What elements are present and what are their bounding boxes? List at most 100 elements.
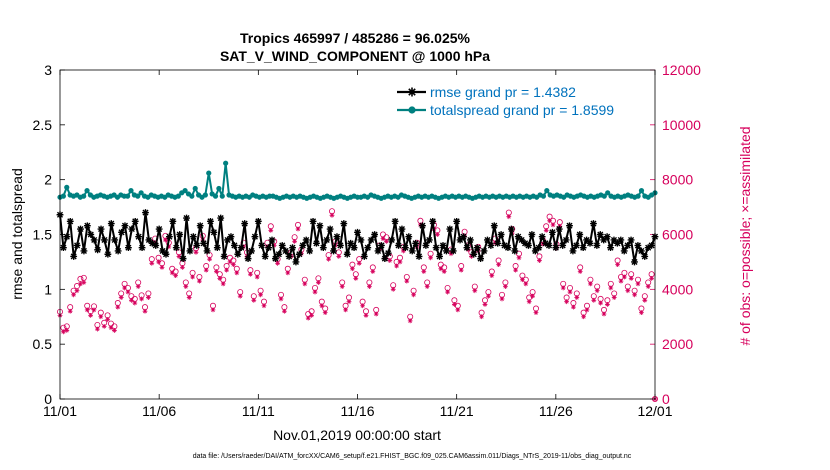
- rmse-point: [207, 217, 214, 225]
- obs-assimilated-point: [169, 270, 175, 276]
- rmse-point: [542, 239, 549, 247]
- obs-assimilated-point: [618, 278, 624, 284]
- chart-title-line1: Tropics 465997 / 485286 = 96.025%: [240, 30, 471, 46]
- obs-assimilated-point: [115, 304, 121, 310]
- obs-assimilated-point: [302, 281, 308, 287]
- rmse-point: [63, 233, 71, 241]
- rmse-point: [66, 217, 74, 225]
- rmse-point: [350, 244, 358, 252]
- rmse-point: [613, 239, 621, 247]
- rmse-point: [354, 228, 361, 236]
- obs-assimilated-point: [486, 293, 491, 299]
- legend: rmse grand pr = 1.4382 totalspread grand…: [394, 82, 652, 120]
- obs-assimilated-point: [537, 258, 542, 263]
- rmse-point: [490, 222, 498, 230]
- obs-assimilated-point: [329, 212, 335, 218]
- obs-assimilated-point: [118, 295, 124, 300]
- rmse-point: [148, 239, 156, 247]
- obs-assimilated-point: [186, 295, 192, 300]
- rmse-point: [179, 255, 187, 263]
- rmse-point: [644, 244, 652, 252]
- rmse-point: [237, 244, 245, 252]
- rmse-point: [607, 244, 614, 252]
- obs-assimilated-point: [237, 293, 243, 299]
- rmse-point: [384, 249, 392, 257]
- y-right-tick-label: 6000: [662, 227, 693, 243]
- totalspread-point: [182, 188, 188, 194]
- rmse-point: [138, 244, 146, 252]
- rmse-point: [193, 242, 201, 249]
- obs-assimilated-point: [424, 284, 430, 289]
- rmse-point: [265, 244, 272, 252]
- totalspread-point: [81, 193, 87, 199]
- totalspread-point: [138, 190, 144, 196]
- obs-assimilated-point: [373, 311, 379, 317]
- obs-assimilated-point: [159, 265, 165, 270]
- rmse-point: [330, 247, 337, 255]
- rmse-point: [463, 244, 471, 252]
- rmse-point: [521, 239, 529, 247]
- rmse-point: [275, 250, 283, 258]
- rmse-point: [210, 228, 218, 236]
- totalspread-point: [192, 185, 198, 192]
- rmse-point: [514, 233, 522, 241]
- obs-assimilated-point: [547, 218, 552, 224]
- obs-assimilated-point: [214, 269, 219, 274]
- obs-assimilated-point: [305, 315, 311, 321]
- rmse-point: [456, 236, 464, 244]
- rmse-point: [272, 255, 279, 263]
- obs-assimilated-point: [438, 266, 444, 272]
- rmse-point: [230, 242, 238, 249]
- rmse-point: [484, 236, 491, 244]
- rmse-point: [466, 236, 474, 244]
- obs-assimilated-point: [370, 269, 376, 274]
- rmse-point: [494, 239, 502, 247]
- totalspread-point: [540, 193, 547, 199]
- rmse-point: [186, 247, 194, 255]
- rmse-point: [566, 222, 573, 230]
- totalspread-point: [223, 160, 229, 166]
- obs-assimilated-point: [540, 241, 546, 247]
- obs-assimilated-point: [112, 328, 117, 333]
- chart-title-line2: SAT_V_WIND_COMPONENT @ 1000 hPa: [220, 48, 490, 64]
- rmse-point: [172, 244, 180, 252]
- rmse-point: [395, 242, 402, 249]
- totalspread-point: [206, 170, 212, 176]
- obs-assimilated-point: [506, 214, 512, 220]
- obs-assimilated-point: [594, 288, 600, 294]
- rmse-point: [87, 231, 95, 238]
- obs-assimilated-point: [176, 254, 182, 259]
- rmse-point: [504, 244, 512, 252]
- rmse-point: [70, 253, 78, 260]
- y-right-tick-label: 10000: [662, 117, 701, 133]
- rmse-point: [83, 222, 91, 230]
- obs-assimilated-point: [496, 262, 501, 268]
- y-right-tick-label: 12000: [662, 62, 701, 78]
- rmse-point: [302, 236, 310, 244]
- rmse-point: [131, 217, 139, 225]
- obs-assimilated-point: [64, 328, 70, 333]
- obs-assimilated-point: [632, 292, 637, 298]
- obs-assimilated-point: [278, 296, 284, 302]
- obs-assimilated-point: [203, 267, 209, 273]
- obs-assimilated-point: [628, 275, 634, 281]
- obs-assimilated-point: [560, 285, 566, 291]
- obs-assimilated-point: [635, 281, 641, 287]
- obs-assimilated-point: [608, 285, 614, 291]
- totalspread-point: [601, 193, 607, 199]
- obs-assimilated-point: [197, 278, 202, 284]
- obs-assimilated-point: [390, 286, 396, 292]
- obs-possible-point: [80, 274, 87, 281]
- rmse-point: [316, 222, 324, 230]
- obs-assimilated-point: [217, 275, 223, 281]
- obs-assimilated-point: [98, 314, 104, 320]
- obs-assimilated-point: [231, 262, 236, 268]
- obs-assimilated-point: [407, 318, 413, 324]
- obs-assimilated-point: [363, 312, 369, 318]
- rmse-point: [343, 250, 351, 258]
- rmse-point: [159, 247, 166, 255]
- rmse-point: [627, 236, 635, 244]
- rmse-point: [169, 217, 177, 225]
- totalspread-point: [638, 188, 645, 194]
